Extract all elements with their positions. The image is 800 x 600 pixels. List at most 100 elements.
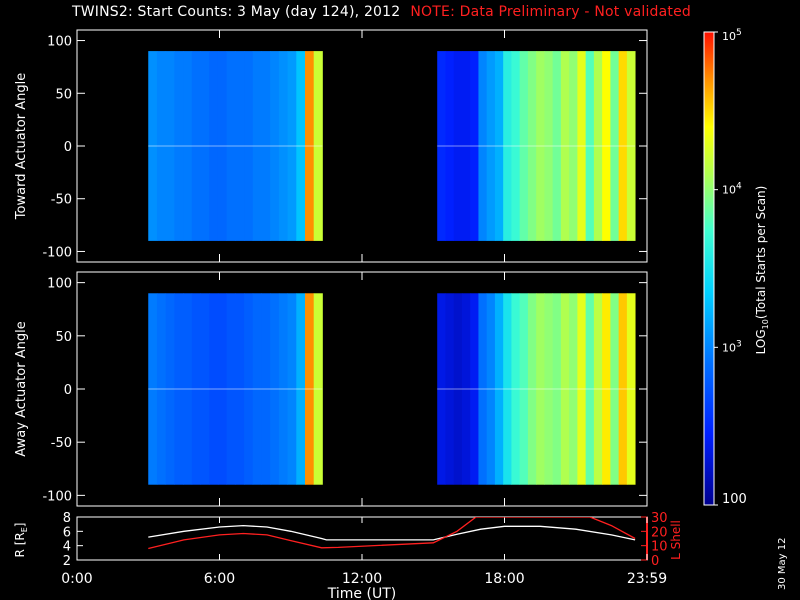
colorbar-tick-label: 104 (722, 182, 742, 197)
heatmap-column (494, 51, 504, 241)
lshell-series-line (148, 517, 636, 550)
heatmap-column (593, 51, 603, 241)
y-tick-label: 8 (63, 511, 71, 526)
heatmap-column (478, 293, 488, 485)
colorbar-label: LOG10(Total Starts per Scan) (754, 186, 770, 355)
heatmap-column (174, 51, 184, 241)
heatmap-column (174, 293, 184, 485)
heatmap-column (602, 293, 611, 485)
panel-frame (76, 516, 648, 561)
heatmap-column (494, 293, 504, 485)
heatmap-column (191, 293, 201, 485)
heatmap-column (610, 51, 620, 241)
x-tick-label: 12:00 (342, 571, 382, 587)
y-tick-label-right: 10 (651, 540, 668, 555)
heatmap-column (618, 293, 628, 485)
heatmap-column (226, 293, 236, 485)
heatmap-column (445, 51, 455, 241)
heatmap-column (270, 293, 280, 485)
y-axis-label: Toward Actuator Angle (14, 73, 29, 220)
heatmap-column (148, 51, 158, 241)
heatmap-column (560, 293, 570, 485)
heatmap-column (209, 293, 219, 485)
heatmap-column (511, 51, 521, 241)
y-tick-label: 6 (63, 525, 71, 540)
x-tick-label: 6:00 (204, 571, 235, 587)
heatmap-column (560, 51, 570, 241)
x-tick-label: 0:00 (61, 571, 92, 587)
heatmap-column (626, 51, 636, 241)
heatmap-column (519, 51, 529, 241)
heatmap-column (191, 51, 201, 241)
heatmap-column (585, 51, 595, 241)
heatmap-column (486, 51, 496, 241)
heatmap-column (527, 51, 537, 241)
y-tick-label: 2 (63, 554, 71, 569)
heatmap-column (278, 293, 288, 485)
y-tick-label: -50 (51, 436, 72, 451)
heatmap-column (445, 293, 455, 485)
heatmap-column (511, 293, 521, 485)
heatmap-column (270, 51, 280, 241)
heatmap-column (519, 293, 529, 485)
y-tick-label: 0 (64, 383, 72, 398)
y-axis-label-right: L Shell (669, 520, 683, 560)
heatmap-column (602, 51, 611, 241)
y-tick-label: 4 (63, 540, 71, 555)
y-tick-label-right: 30 (651, 511, 668, 526)
heatmap-column (461, 51, 471, 241)
heatmap-column (453, 293, 463, 485)
y-tick-label: -100 (42, 489, 72, 504)
heatmap-column (610, 293, 620, 485)
heatmap-column (200, 293, 210, 485)
heatmap-column (313, 51, 323, 241)
heatmap-column (244, 293, 254, 485)
heatmap-column (544, 51, 554, 241)
y-tick-label: 100 (47, 35, 72, 50)
heatmap-column (305, 51, 315, 241)
title-note: NOTE: Data Preliminary - Not validated (410, 4, 691, 20)
heatmap-column (503, 293, 512, 485)
y-tick-label: -100 (42, 245, 72, 260)
heatmap-column (593, 293, 603, 485)
colorbar-bar (703, 31, 715, 506)
x-tick-label: 18:00 (484, 571, 524, 587)
heatmap-column (183, 51, 193, 241)
heatmap-column (183, 293, 193, 485)
heatmap-column (544, 293, 554, 485)
y-tick-label: 0 (64, 140, 72, 155)
heatmap-column (536, 51, 545, 241)
heatmap-column (156, 293, 167, 485)
y-tick-label-right: 20 (651, 525, 668, 540)
y-tick-label: -50 (51, 193, 72, 208)
heatmap-column (296, 51, 306, 241)
heatmap-column (461, 293, 471, 485)
y-tick-label: 50 (55, 330, 72, 345)
heatmap-column (527, 293, 537, 485)
heatmap-column (165, 293, 175, 485)
heatmap-column (536, 293, 545, 485)
chart-title: TWINS2: Start Counts: 3 May (day 124), 2… (72, 4, 691, 20)
heatmap-column (577, 293, 587, 485)
heatmap-column (252, 51, 262, 241)
heatmap-column (235, 51, 245, 241)
heatmap-panel-1: 100 50 0 -50 -100 Toward Actuator Angle (14, 29, 648, 263)
heatmap-column (235, 293, 245, 485)
y-tick-label: 100 (47, 277, 72, 292)
heatmap-column (552, 51, 562, 241)
heatmap-column (244, 51, 254, 241)
heatmap-column (287, 293, 297, 485)
heatmap-column (585, 293, 595, 485)
heatmap-column (470, 51, 479, 241)
y-axis-label: Away Actuator Angle (14, 321, 29, 456)
heatmap-column (200, 51, 210, 241)
heatmap-column (226, 51, 236, 241)
heatmap-column (577, 51, 587, 241)
heatmap-column (313, 293, 323, 485)
heatmap-column (156, 51, 167, 241)
heatmap-column (217, 51, 228, 241)
y-tick-label: 50 (55, 87, 72, 102)
heatmap-column (569, 293, 578, 485)
heatmap-column (287, 51, 297, 241)
